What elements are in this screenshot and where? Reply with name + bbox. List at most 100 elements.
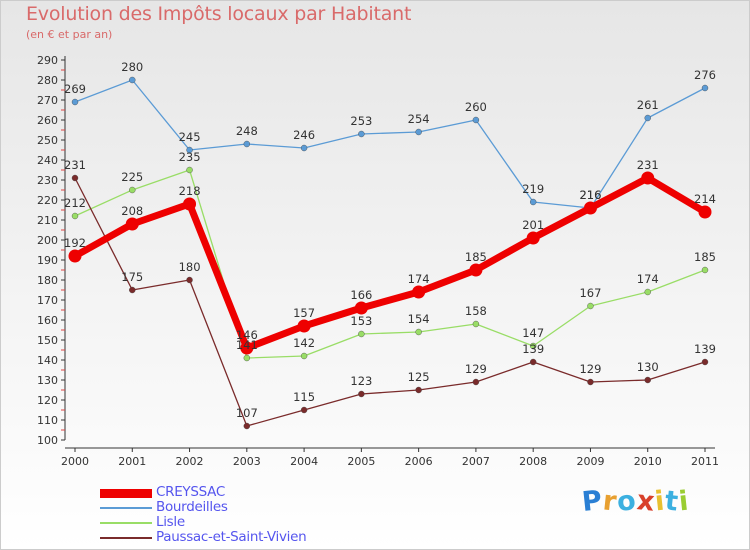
data-label-bourdeilles: 253 xyxy=(350,114,372,128)
data-point-creyssac xyxy=(526,231,540,245)
data-label-creyssac: 201 xyxy=(522,218,544,232)
data-label-paussac-et-saint-vivien: 139 xyxy=(694,342,716,356)
legend-item-creyssac: CREYSSAC xyxy=(100,485,360,500)
data-point-paussac-et-saint-vivien xyxy=(358,390,365,398)
data-point-creyssac xyxy=(412,285,426,299)
x-tick-label: 2006 xyxy=(405,455,433,468)
series-lisle xyxy=(71,166,709,362)
proxiti-logo: Proxiti xyxy=(580,485,692,518)
data-point-lisle xyxy=(300,352,308,360)
data-point-bourdeilles xyxy=(415,128,422,136)
data-point-lisle xyxy=(415,328,422,336)
data-label-creyssac: 166 xyxy=(350,288,372,302)
data-label-lisle: 153 xyxy=(350,314,372,328)
data-point-bourdeilles xyxy=(701,84,709,92)
data-point-bourdeilles xyxy=(71,98,79,106)
y-tick-label: 230 xyxy=(37,174,58,187)
data-point-lisle xyxy=(243,354,251,362)
data-point-bourdeilles xyxy=(472,116,480,124)
legend-item-lisle: Lisle xyxy=(100,515,360,530)
data-label-bourdeilles: 269 xyxy=(64,82,86,96)
legend-swatch xyxy=(100,488,152,498)
data-label-lisle: 147 xyxy=(522,326,544,340)
y-tick-label: 210 xyxy=(37,214,58,227)
data-point-lisle xyxy=(644,288,651,296)
data-label-creyssac: 192 xyxy=(64,236,86,250)
data-label-bourdeilles: 248 xyxy=(236,124,258,138)
data-label-paussac-et-saint-vivien: 129 xyxy=(579,362,601,376)
logo-letter: i xyxy=(677,485,692,518)
y-tick-label: 250 xyxy=(37,134,58,147)
y-tick-label: 270 xyxy=(37,94,58,107)
series-creyssac xyxy=(68,171,712,355)
y-tick-label: 290 xyxy=(37,54,58,67)
data-label-bourdeilles: 254 xyxy=(408,112,430,126)
data-point-creyssac xyxy=(125,217,139,231)
data-point-paussac-et-saint-vivien xyxy=(71,174,79,182)
data-label-bourdeilles: 216 xyxy=(579,188,601,202)
data-label-bourdeilles: 261 xyxy=(637,98,659,112)
data-label-paussac-et-saint-vivien: 123 xyxy=(350,374,372,388)
data-point-paussac-et-saint-vivien xyxy=(129,286,136,294)
x-tick-label: 2008 xyxy=(519,455,547,468)
data-label-lisle: 167 xyxy=(579,286,601,300)
data-label-creyssac: 157 xyxy=(293,306,315,320)
data-label-paussac-et-saint-vivien: 107 xyxy=(236,406,258,420)
series-line-bourdeilles xyxy=(74,79,706,209)
data-point-lisle xyxy=(129,186,136,194)
data-label-bourdeilles: 280 xyxy=(121,60,143,74)
data-label-bourdeilles: 260 xyxy=(465,100,487,114)
series-bourdeilles xyxy=(71,76,709,212)
y-tick-label: 240 xyxy=(37,154,58,167)
data-point-paussac-et-saint-vivien xyxy=(529,358,537,366)
chart-title: Evolution des Impôts locaux par Habitant xyxy=(26,3,412,25)
y-tick-label: 260 xyxy=(37,114,58,127)
y-tick-label: 180 xyxy=(37,274,58,287)
data-point-creyssac xyxy=(469,263,483,277)
data-point-paussac-et-saint-vivien xyxy=(587,378,594,386)
y-tick-label: 280 xyxy=(37,74,58,87)
data-label-paussac-et-saint-vivien: 231 xyxy=(64,158,86,172)
x-tick-label: 2003 xyxy=(233,455,261,468)
data-point-lisle xyxy=(701,266,709,274)
y-tick-label: 140 xyxy=(37,354,58,367)
series-line-lisle xyxy=(74,169,706,359)
data-point-bourdeilles xyxy=(529,198,537,206)
legend-item-paussac-et-saint-vivien: Paussac-et-Saint-Vivien xyxy=(100,530,360,545)
data-point-paussac-et-saint-vivien xyxy=(701,358,709,366)
data-point-creyssac xyxy=(354,301,368,315)
legend-label: Bourdeilles xyxy=(156,499,228,515)
data-point-bourdeilles xyxy=(300,144,308,152)
data-point-lisle xyxy=(186,166,193,174)
x-tick-label: 2000 xyxy=(61,455,89,468)
chart-legend: CREYSSAC Bourdeilles Lisle Paussac-et-Saint… xyxy=(100,485,360,545)
x-tick-label: 2001 xyxy=(118,455,146,468)
data-label-lisle: 235 xyxy=(179,150,201,164)
data-label-lisle: 212 xyxy=(64,196,86,210)
data-label-bourdeilles: 276 xyxy=(694,68,716,82)
data-point-creyssac xyxy=(68,249,82,263)
data-point-lisle xyxy=(472,320,480,328)
data-point-lisle xyxy=(587,302,594,310)
data-label-bourdeilles: 246 xyxy=(293,128,315,142)
data-point-paussac-et-saint-vivien xyxy=(243,422,251,430)
legend-swatch xyxy=(100,507,152,509)
y-axis: 100 110 120 130 140 150 160 170 180 190 200 210 220 2… xyxy=(37,54,66,447)
series-paussac-et-saint-vivien xyxy=(71,174,709,430)
y-tick-label: 100 xyxy=(37,434,58,447)
x-tick-label: 2011 xyxy=(691,455,719,468)
x-tick-label: 2004 xyxy=(290,455,318,468)
y-tick-label: 200 xyxy=(37,234,58,247)
data-point-bourdeilles xyxy=(129,76,136,84)
x-tick-label: 2005 xyxy=(347,455,375,468)
data-label-lisle: 154 xyxy=(408,312,430,326)
data-point-creyssac xyxy=(698,205,712,219)
data-label-creyssac: 214 xyxy=(694,192,716,206)
x-axis: 2000 2001 2002 2003 2004 2005 2006 2007 2008 2009… xyxy=(61,447,719,468)
data-point-paussac-et-saint-vivien xyxy=(300,406,308,414)
x-tick-label: 2009 xyxy=(576,455,604,468)
data-point-creyssac xyxy=(583,201,597,215)
data-label-lisle: 174 xyxy=(637,272,659,286)
y-tick-label: 160 xyxy=(37,314,58,327)
